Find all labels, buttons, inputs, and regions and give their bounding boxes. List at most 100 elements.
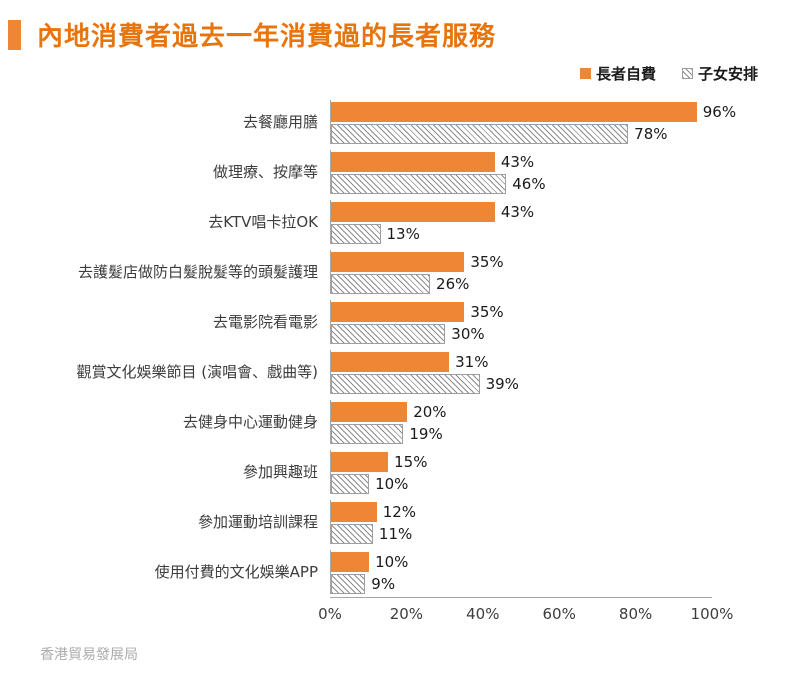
title-accent-bar bbox=[8, 19, 21, 50]
bar-elderly-self-paid bbox=[331, 501, 377, 522]
category-label: 做理療、按摩等 bbox=[212, 162, 318, 181]
bar-group: 15% 10% bbox=[330, 450, 712, 494]
bar-value-label: 78% bbox=[634, 124, 668, 143]
category-label: 參加運動培訓課程 bbox=[197, 512, 318, 531]
bar-arranged-by-children bbox=[331, 323, 446, 344]
bar-line: 10% bbox=[331, 550, 712, 572]
bar-line: 13% bbox=[331, 222, 712, 244]
bar-line: 43% bbox=[331, 150, 712, 172]
category-label: 使用付費的文化娛樂APP bbox=[154, 562, 318, 581]
chart-row: 去電影院看電影 35% 30% bbox=[0, 297, 800, 347]
bar-arranged-by-children bbox=[331, 473, 370, 494]
bar-value-label: 10% bbox=[375, 552, 409, 571]
bar-line: 10% bbox=[331, 472, 712, 494]
category-label: 去健身中心運動健身 bbox=[182, 412, 318, 431]
bar-line: 96% bbox=[331, 100, 736, 122]
bar-value-label: 43% bbox=[500, 202, 535, 221]
category-label: 去KTV唱卡拉OK bbox=[208, 212, 318, 231]
x-axis: 0% 20% 40% 60% 80% 100% bbox=[318, 597, 733, 628]
bar-line: 15% bbox=[331, 450, 712, 472]
bar-line: 39% bbox=[331, 372, 712, 394]
chart-legend: 長者自費 子女安排 bbox=[0, 63, 800, 83]
bar-elderly-self-paid bbox=[331, 551, 370, 572]
x-axis-tick-label: 100% bbox=[690, 605, 734, 623]
bar-arranged-by-children bbox=[331, 223, 381, 244]
bar-arranged-by-children bbox=[331, 573, 366, 594]
bar-elderly-self-paid bbox=[331, 151, 495, 172]
chart-row: 去護髮店做防白髮脫髮等的頭髮護理 35% 26% bbox=[0, 247, 800, 297]
bar-value-label: 43% bbox=[500, 152, 535, 171]
legend-label-self-paid: 長者自費 bbox=[595, 64, 656, 83]
bar-group: 12% 11% bbox=[330, 500, 712, 544]
legend-label-arranged-by-children: 子女安排 bbox=[697, 64, 758, 83]
bar-value-label: 20% bbox=[413, 402, 447, 421]
x-axis-tick-label: 20% bbox=[389, 605, 424, 623]
bar-line: 35% bbox=[331, 300, 712, 322]
category-label: 參加興趣班 bbox=[242, 462, 318, 481]
bar-arranged-by-children bbox=[331, 373, 480, 394]
bar-line: 30% bbox=[331, 322, 712, 344]
x-axis-tick-label: 80% bbox=[618, 605, 653, 623]
bar-value-label: 30% bbox=[451, 324, 485, 343]
bar-value-label: 96% bbox=[702, 102, 737, 121]
chart-row: 去健身中心運動健身 20% 19% bbox=[0, 397, 800, 447]
category-label: 去護髮店做防白髮脫髮等的頭髮護理 bbox=[77, 262, 318, 281]
bar-elderly-self-paid bbox=[331, 201, 495, 222]
bar-group: 31% 39% bbox=[330, 350, 712, 394]
chart-row: 去餐廳用膳 96% 78% bbox=[0, 97, 800, 147]
chart-row: 觀賞文化娛樂節目 (演唱會、戲曲等) 31% 39% bbox=[0, 347, 800, 397]
chart-rows: 去餐廳用膳 96% 78% 做理療、按摩等 43% 46% 去KTV唱卡拉OK 43% 13% 去… bbox=[0, 97, 800, 597]
bar-line: 11% bbox=[331, 522, 712, 544]
bar-value-label: 39% bbox=[485, 374, 519, 393]
bar-line: 78% bbox=[331, 122, 712, 144]
chart-row: 做理療、按摩等 43% 46% bbox=[0, 147, 800, 197]
bar-group: 35% 30% bbox=[330, 300, 712, 344]
bar-value-label: 9% bbox=[371, 574, 396, 593]
legend-item-self-paid: 長者自費 bbox=[579, 63, 656, 84]
bar-chart: 去餐廳用膳 96% 78% 做理療、按摩等 43% 46% 去KTV唱卡拉OK 43% 13% 去… bbox=[0, 97, 800, 628]
bar-line: 26% bbox=[331, 272, 712, 294]
bar-line: 20% bbox=[331, 400, 712, 422]
bar-arranged-by-children bbox=[331, 123, 629, 144]
bar-elderly-self-paid bbox=[331, 101, 697, 122]
bar-line: 12% bbox=[331, 500, 712, 522]
bar-elderly-self-paid bbox=[331, 301, 465, 322]
bar-value-label: 35% bbox=[470, 252, 504, 271]
bar-group: 43% 13% bbox=[330, 200, 712, 244]
bar-arranged-by-children bbox=[331, 423, 404, 444]
bar-arranged-by-children bbox=[331, 523, 373, 544]
bar-elderly-self-paid bbox=[331, 451, 389, 472]
chart-row: 使用付費的文化娛樂APP 10% 9% bbox=[0, 547, 800, 597]
bar-value-label: 35% bbox=[470, 302, 504, 321]
bar-group: 96% 78% bbox=[330, 100, 736, 144]
source-label: 香港貿易發展局 bbox=[40, 647, 138, 663]
chart-row: 參加運動培訓課程 12% 11% bbox=[0, 497, 800, 547]
bar-arranged-by-children bbox=[331, 173, 507, 194]
category-label: 去餐廳用膳 bbox=[242, 112, 318, 131]
legend-swatch-solid-orange-icon bbox=[579, 67, 591, 79]
x-axis-tick-label: 40% bbox=[466, 605, 500, 623]
bar-group: 35% 26% bbox=[330, 250, 712, 294]
bar-value-label: 10% bbox=[375, 474, 409, 493]
bar-elderly-self-paid bbox=[331, 401, 408, 422]
x-axis-tick-label: 0% bbox=[318, 605, 342, 623]
bar-group: 43% 46% bbox=[330, 150, 712, 194]
chart-row: 參加興趣班 15% 10% bbox=[0, 447, 800, 497]
x-axis-tick-label: 60% bbox=[542, 605, 576, 623]
bar-value-label: 12% bbox=[382, 502, 417, 521]
bar-line: 46% bbox=[331, 172, 712, 194]
chart-header: 內地消費者過去一年消費過的長者服務 bbox=[0, 0, 800, 53]
category-label: 去電影院看電影 bbox=[212, 312, 318, 331]
bar-elderly-self-paid bbox=[331, 251, 465, 272]
legend-swatch-hatched-icon bbox=[681, 67, 693, 79]
chart-row: 去KTV唱卡拉OK 43% 13% bbox=[0, 197, 800, 247]
bar-elderly-self-paid bbox=[331, 351, 450, 372]
bar-group: 10% 9% bbox=[330, 550, 712, 594]
bar-line: 9% bbox=[331, 572, 712, 594]
bar-value-label: 31% bbox=[455, 352, 489, 371]
bar-arranged-by-children bbox=[331, 273, 431, 294]
category-label: 觀賞文化娛樂節目 (演唱會、戲曲等) bbox=[76, 362, 318, 381]
bar-value-label: 13% bbox=[386, 224, 420, 243]
legend-item-arranged-by-children: 子女安排 bbox=[681, 63, 758, 84]
bar-line: 31% bbox=[331, 350, 712, 372]
